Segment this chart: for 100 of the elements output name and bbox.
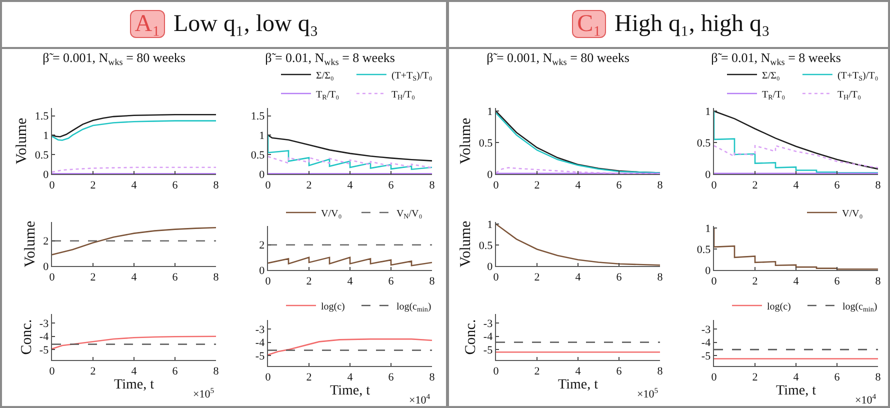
line-series bbox=[52, 120, 216, 141]
y-tick-label: 1 bbox=[705, 106, 711, 118]
line-series bbox=[268, 338, 432, 356]
y-tick-label: 1 bbox=[43, 130, 49, 142]
line-series bbox=[714, 227, 878, 270]
y-tick-label: -4 bbox=[39, 331, 50, 344]
x-tick-label: 6 bbox=[616, 365, 622, 378]
y-tick-label: 1.5 bbox=[250, 110, 266, 123]
x-tick-label: 6 bbox=[172, 365, 178, 378]
x-tick-label: 2 bbox=[90, 365, 96, 378]
x-axis-title: Time, t bbox=[330, 384, 370, 399]
x-tick-label: 6 bbox=[616, 271, 622, 284]
x-tick-label: 8 bbox=[875, 371, 882, 384]
legend-label: V/V₀ bbox=[321, 208, 342, 220]
y-tick-label: 0.5 bbox=[34, 149, 50, 162]
y-tick-label: 0.5 bbox=[478, 137, 494, 150]
x-tick-label: 8 bbox=[213, 179, 220, 192]
x-tick-label: 8 bbox=[429, 179, 436, 192]
y-axis-title: Volume bbox=[14, 117, 30, 164]
x-tick-label: 4 bbox=[793, 275, 800, 288]
x-tick-label: 2 bbox=[306, 371, 312, 384]
x-tick-label: 2 bbox=[90, 179, 96, 192]
x-tick-label: 4 bbox=[131, 365, 138, 378]
y-tick-label: 0 bbox=[43, 260, 50, 273]
y-tick-label: 1 bbox=[259, 130, 265, 142]
x-tick-label: 6 bbox=[388, 371, 394, 384]
x-tick-label: 6 bbox=[616, 179, 622, 192]
y-tick-label: -3 bbox=[39, 318, 50, 330]
x-tick-label: 8 bbox=[875, 179, 882, 192]
line-series bbox=[52, 114, 216, 138]
text: A₁ bbox=[130, 10, 166, 38]
y-tick-label: 0 bbox=[43, 168, 50, 181]
x-tick-label: 8 bbox=[657, 271, 664, 284]
y-tick-label: 0 bbox=[487, 168, 494, 181]
x-axis-title: Time, t bbox=[558, 378, 598, 393]
line-series bbox=[268, 134, 432, 170]
y-tick-label: -3 bbox=[483, 318, 494, 330]
x-tick-label: 8 bbox=[657, 365, 664, 378]
legend-label: V$_{N}$/V₀ bbox=[396, 208, 423, 220]
legend-label: log(c) bbox=[767, 301, 791, 312]
text: ×10$^{4}$ bbox=[409, 392, 430, 407]
y-tick-label: 2 bbox=[43, 236, 49, 248]
y-tick-label: 0 bbox=[487, 260, 494, 273]
legend-label: Σ/Σ₀ bbox=[316, 70, 334, 82]
y-tick-label: -5 bbox=[483, 344, 494, 356]
y-tick-label: -5 bbox=[701, 350, 712, 362]
chart-title: β̃ = 0.01, N$_{wks}$ = 8 weeks bbox=[265, 50, 395, 67]
y-tick-label: 0.5 bbox=[696, 244, 712, 256]
legend-label: log(c$_{min}$) bbox=[396, 301, 432, 314]
x-tick-label: 4 bbox=[793, 371, 800, 384]
legend-label: V/V₀ bbox=[842, 208, 864, 220]
y-tick-label: 1 bbox=[487, 106, 493, 118]
x-tick-label: 4 bbox=[575, 365, 582, 378]
legend-label: (T+T$_{S}$)/T₀ bbox=[837, 70, 879, 82]
chart-title: β̃ = 0.01, N$_{wks}$ = 8 weeks bbox=[711, 50, 841, 67]
y-tick-label: 0 bbox=[705, 168, 712, 181]
legend-label: Σ/Σ₀ bbox=[762, 70, 780, 82]
y-tick-label: 1.5 bbox=[34, 110, 50, 123]
legend-label: T$_{H}$/T₀ bbox=[391, 89, 416, 102]
x-tick-label: 2 bbox=[534, 365, 540, 378]
y-tick-label: 0 bbox=[259, 168, 266, 181]
x-tick-label: 2 bbox=[306, 275, 312, 288]
x-tick-label: 6 bbox=[388, 179, 394, 192]
y-tick-label: 0.5 bbox=[696, 137, 712, 150]
x-tick-label: 4 bbox=[347, 275, 354, 288]
x-tick-label: 4 bbox=[575, 179, 582, 192]
x-tick-label: 2 bbox=[534, 179, 540, 192]
x-tick-label: 8 bbox=[657, 179, 664, 192]
y-tick-label: 2 bbox=[259, 240, 265, 252]
x-tick-label: 2 bbox=[752, 371, 758, 384]
y-tick-label: 0.5 bbox=[478, 240, 494, 252]
legend-label: T$_{R}$/T₀ bbox=[316, 89, 340, 102]
text: Low q₁, low q₃ bbox=[173, 10, 318, 38]
legend-label: log(c) bbox=[321, 301, 345, 312]
x-tick-label: 4 bbox=[793, 179, 800, 192]
y-tick-label: -5 bbox=[255, 350, 266, 362]
x-tick-label: 6 bbox=[172, 271, 178, 284]
x-tick-label: 6 bbox=[834, 179, 840, 192]
x-tick-label: 6 bbox=[834, 275, 840, 288]
x-tick-label: 6 bbox=[834, 371, 840, 384]
y-tick-label: -3 bbox=[701, 324, 712, 336]
legend-label: log(c$_{min}$) bbox=[842, 301, 878, 314]
line-series bbox=[268, 256, 432, 266]
y-axis-title: Volume bbox=[458, 117, 474, 164]
y-axis-title: Volume bbox=[458, 220, 474, 268]
x-tick-label: 8 bbox=[429, 275, 436, 288]
y-tick-label: -3 bbox=[255, 324, 266, 336]
x-axis-title: Time, t bbox=[114, 378, 154, 393]
line-series bbox=[268, 156, 432, 168]
y-tick-label: -5 bbox=[39, 344, 50, 356]
text: ×10$^{5}$ bbox=[637, 386, 658, 401]
chart-title: β̃ = 0.001, N$_{wks}$ = 80 weeks bbox=[486, 50, 630, 67]
legend-label: (T+T$_{S}$)/T₀ bbox=[391, 70, 433, 82]
y-axis-title: Volume bbox=[22, 220, 38, 268]
x-tick-label: 4 bbox=[131, 179, 138, 192]
x-tick-label: 4 bbox=[131, 271, 138, 284]
line-series bbox=[268, 134, 432, 162]
x-tick-label: 6 bbox=[388, 275, 394, 288]
chart-title: β̃ = 0.001, N$_{wks}$ = 80 weeks bbox=[42, 50, 186, 67]
text: ×10$^{5}$ bbox=[193, 386, 214, 401]
